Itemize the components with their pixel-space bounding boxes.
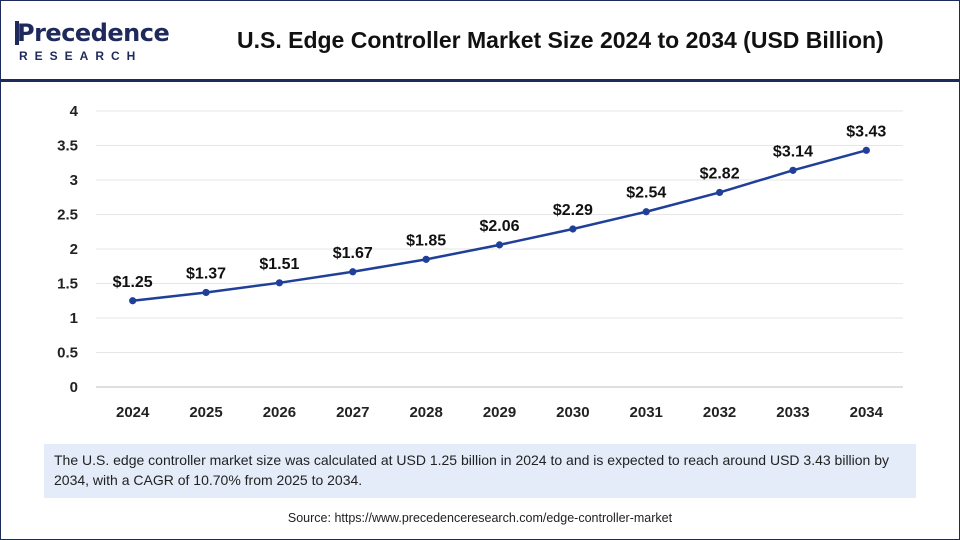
data-labels: $1.25 $1.37 $1.51 $1.67 $1.85 $2.06 $2.29 $2.54… <box>113 123 887 290</box>
data-point <box>642 208 650 216</box>
x-tick-label: 2029 <box>483 404 516 421</box>
data-label: $1.37 <box>186 265 226 282</box>
data-point <box>862 146 870 154</box>
data-point <box>789 166 797 174</box>
chart-title: U.S. Edge Controller Market Size 2024 to… <box>237 27 884 53</box>
x-tick-label: 2032 <box>703 404 736 421</box>
header-divider <box>1 79 959 82</box>
data-point <box>715 188 724 197</box>
grid-lines <box>96 110 903 353</box>
data-point <box>202 288 210 297</box>
data-label: $1.51 <box>259 256 299 273</box>
y-tick-label: 0.5 <box>57 345 78 362</box>
data-point <box>495 241 504 249</box>
header: Precedence RESEARCH U.S. Edge Controller… <box>1 1 959 79</box>
data-label: $2.29 <box>553 202 593 219</box>
data-point <box>349 268 357 276</box>
x-tick-label: 2027 <box>336 404 369 421</box>
y-tick-label: 2.5 <box>57 207 78 224</box>
y-tick-label: 3.5 <box>57 138 78 155</box>
logo-mark-icon <box>15 21 23 45</box>
x-tick-label: 2033 <box>776 404 809 421</box>
x-tick-label: 2030 <box>556 404 589 421</box>
data-label: $3.43 <box>846 123 886 140</box>
data-point <box>422 255 430 263</box>
x-tick-label: 2028 <box>409 404 442 421</box>
data-label: $3.14 <box>773 143 813 160</box>
y-tick-label: 3 <box>70 172 78 189</box>
data-label: $2.54 <box>626 185 666 202</box>
data-label: $1.85 <box>406 232 446 249</box>
data-label: $2.06 <box>479 218 519 235</box>
x-tick-label: 2031 <box>630 404 663 421</box>
data-point <box>569 225 577 233</box>
data-point <box>129 297 137 305</box>
y-axis-ticks: 0 0.5 1 1.5 2 2.5 3 3.5 4 <box>57 103 79 396</box>
x-tick-label: 2024 <box>116 404 150 421</box>
y-tick-label: 1.5 <box>57 276 78 293</box>
data-label: $2.82 <box>700 165 740 182</box>
y-tick-label: 0 <box>70 379 78 396</box>
x-tick-label: 2026 <box>263 404 296 421</box>
y-tick-label: 1 <box>70 310 78 327</box>
logo-wordmark: Precedence <box>17 19 170 47</box>
data-points <box>129 146 870 305</box>
x-tick-label: 2025 <box>189 404 222 421</box>
y-tick-label: 4 <box>70 103 79 120</box>
data-label: $1.25 <box>113 274 153 291</box>
data-point <box>275 279 284 287</box>
x-axis-ticks: 2024 2025 2026 2027 2028 2029 2030 2031 2032 2033… <box>116 404 884 421</box>
logo-subtitle: RESEARCH <box>19 49 143 63</box>
x-tick-label: 2034 <box>850 404 884 421</box>
precedence-research-logo: Precedence RESEARCH <box>15 19 170 67</box>
data-label: $1.67 <box>333 245 373 262</box>
source-link[interactable]: Source: https://www.precedenceresearch.c… <box>287 511 673 525</box>
summary-note: The U.S. edge controller market size was… <box>44 444 916 498</box>
y-tick-label: 2 <box>70 241 78 258</box>
